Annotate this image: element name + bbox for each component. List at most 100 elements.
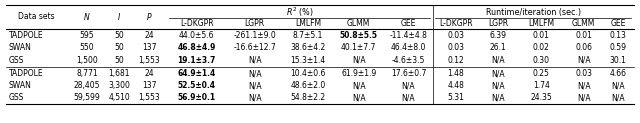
Text: 0.30: 0.30 — [533, 56, 550, 65]
Text: LGPR: LGPR — [488, 19, 508, 28]
Text: N/A: N/A — [577, 81, 591, 90]
Text: 0.12: 0.12 — [447, 56, 464, 65]
Text: 0.03: 0.03 — [447, 31, 465, 40]
Text: 550: 550 — [79, 44, 94, 53]
Text: GSS: GSS — [9, 56, 24, 65]
Text: 50: 50 — [115, 31, 124, 40]
Text: GEE: GEE — [610, 19, 625, 28]
Text: 48.6±2.0: 48.6±2.0 — [291, 81, 326, 90]
Text: 8,771: 8,771 — [76, 69, 98, 78]
Text: 46.8±4.9: 46.8±4.9 — [177, 44, 216, 53]
Text: 6.39: 6.39 — [490, 31, 507, 40]
Text: $P$: $P$ — [146, 11, 152, 22]
Text: 1,553: 1,553 — [138, 93, 160, 102]
Text: N/A: N/A — [248, 56, 262, 65]
Text: L-DKGPR: L-DKGPR — [439, 19, 472, 28]
Text: N/A: N/A — [352, 81, 365, 90]
Text: 50: 50 — [115, 44, 124, 53]
Text: 0.03: 0.03 — [575, 69, 592, 78]
Text: N/A: N/A — [611, 81, 625, 90]
Text: -16.6±12.7: -16.6±12.7 — [234, 44, 276, 53]
Text: 28,405: 28,405 — [74, 81, 100, 90]
Text: N/A: N/A — [492, 93, 505, 102]
Text: N/A: N/A — [248, 81, 262, 90]
Text: 3,300: 3,300 — [108, 81, 131, 90]
Text: 5.31: 5.31 — [447, 93, 464, 102]
Text: 15.3±1.4: 15.3±1.4 — [291, 56, 326, 65]
Text: -261.1±9.0: -261.1±9.0 — [234, 31, 276, 40]
Text: 19.1±3.7: 19.1±3.7 — [177, 56, 216, 65]
Text: 24: 24 — [145, 31, 154, 40]
Text: 0.06: 0.06 — [575, 44, 592, 53]
Text: 64.9±1.4: 64.9±1.4 — [177, 69, 216, 78]
Text: 38.6±4.2: 38.6±4.2 — [291, 44, 326, 53]
Text: Data sets: Data sets — [19, 12, 55, 21]
Text: 50: 50 — [115, 56, 124, 65]
Text: Runtime/iteration (sec.): Runtime/iteration (sec.) — [486, 8, 580, 17]
Text: 0.59: 0.59 — [609, 44, 627, 53]
Text: GEE: GEE — [401, 19, 416, 28]
Text: 50.8±5.5: 50.8±5.5 — [340, 31, 378, 40]
Text: LMLFM: LMLFM — [295, 19, 321, 28]
Text: $I$: $I$ — [117, 11, 122, 22]
Text: 1.48: 1.48 — [447, 69, 464, 78]
Text: 54.8±2.2: 54.8±2.2 — [291, 93, 326, 102]
Text: 52.5±0.4: 52.5±0.4 — [178, 81, 216, 90]
Text: 4.48: 4.48 — [447, 81, 464, 90]
Text: 1.74: 1.74 — [533, 81, 550, 90]
Text: TADPOLE: TADPOLE — [9, 31, 44, 40]
Text: 137: 137 — [142, 44, 157, 53]
Text: 56.9±0.1: 56.9±0.1 — [177, 93, 216, 102]
Text: 17.6±0.7: 17.6±0.7 — [391, 69, 426, 78]
Text: 46.4±8.0: 46.4±8.0 — [391, 44, 426, 53]
Text: N/A: N/A — [352, 93, 365, 102]
Text: 8.7±5.1: 8.7±5.1 — [292, 31, 323, 40]
Text: N/A: N/A — [402, 81, 415, 90]
Text: 0.01: 0.01 — [533, 31, 550, 40]
Text: 0.03: 0.03 — [447, 44, 465, 53]
Text: GLMM: GLMM — [347, 19, 371, 28]
Text: 4,510: 4,510 — [109, 93, 131, 102]
Text: N/A: N/A — [492, 81, 505, 90]
Text: 0.13: 0.13 — [609, 31, 627, 40]
Text: 0.01: 0.01 — [575, 31, 592, 40]
Text: 0.02: 0.02 — [533, 44, 550, 53]
Text: N/A: N/A — [248, 69, 262, 78]
Text: -11.4±4.8: -11.4±4.8 — [390, 31, 428, 40]
Text: $R^2$ (%): $R^2$ (%) — [286, 6, 314, 19]
Text: N/A: N/A — [492, 56, 505, 65]
Text: GSS: GSS — [9, 93, 24, 102]
Text: 0.25: 0.25 — [533, 69, 550, 78]
Text: N/A: N/A — [611, 93, 625, 102]
Text: 61.9±1.9: 61.9±1.9 — [341, 69, 376, 78]
Text: 1,681: 1,681 — [109, 69, 130, 78]
Text: 24: 24 — [145, 69, 154, 78]
Text: $N$: $N$ — [83, 11, 91, 22]
Text: 26.1: 26.1 — [490, 44, 507, 53]
Text: LGPR: LGPR — [244, 19, 265, 28]
Text: TADPOLE: TADPOLE — [9, 69, 44, 78]
Text: 137: 137 — [142, 81, 157, 90]
Text: LMLFM: LMLFM — [529, 19, 554, 28]
Text: 595: 595 — [79, 31, 94, 40]
Text: SWAN: SWAN — [9, 81, 32, 90]
Text: N/A: N/A — [577, 56, 591, 65]
Text: 10.4±0.6: 10.4±0.6 — [291, 69, 326, 78]
Text: GLMM: GLMM — [572, 19, 595, 28]
Text: -4.6±3.5: -4.6±3.5 — [392, 56, 425, 65]
Text: 4.66: 4.66 — [609, 69, 627, 78]
Text: N/A: N/A — [492, 69, 505, 78]
Text: N/A: N/A — [402, 93, 415, 102]
Text: 40.1±7.7: 40.1±7.7 — [341, 44, 376, 53]
Text: 30.1: 30.1 — [609, 56, 627, 65]
Text: N/A: N/A — [352, 56, 365, 65]
Text: N/A: N/A — [248, 93, 262, 102]
Text: L-DKGPR: L-DKGPR — [180, 19, 214, 28]
Text: 44.0±5.6: 44.0±5.6 — [179, 31, 214, 40]
Text: 1,553: 1,553 — [138, 56, 160, 65]
Text: 1,500: 1,500 — [76, 56, 98, 65]
Text: 59,599: 59,599 — [74, 93, 100, 102]
Text: SWAN: SWAN — [9, 44, 32, 53]
Text: 24.35: 24.35 — [531, 93, 552, 102]
Text: N/A: N/A — [577, 93, 591, 102]
